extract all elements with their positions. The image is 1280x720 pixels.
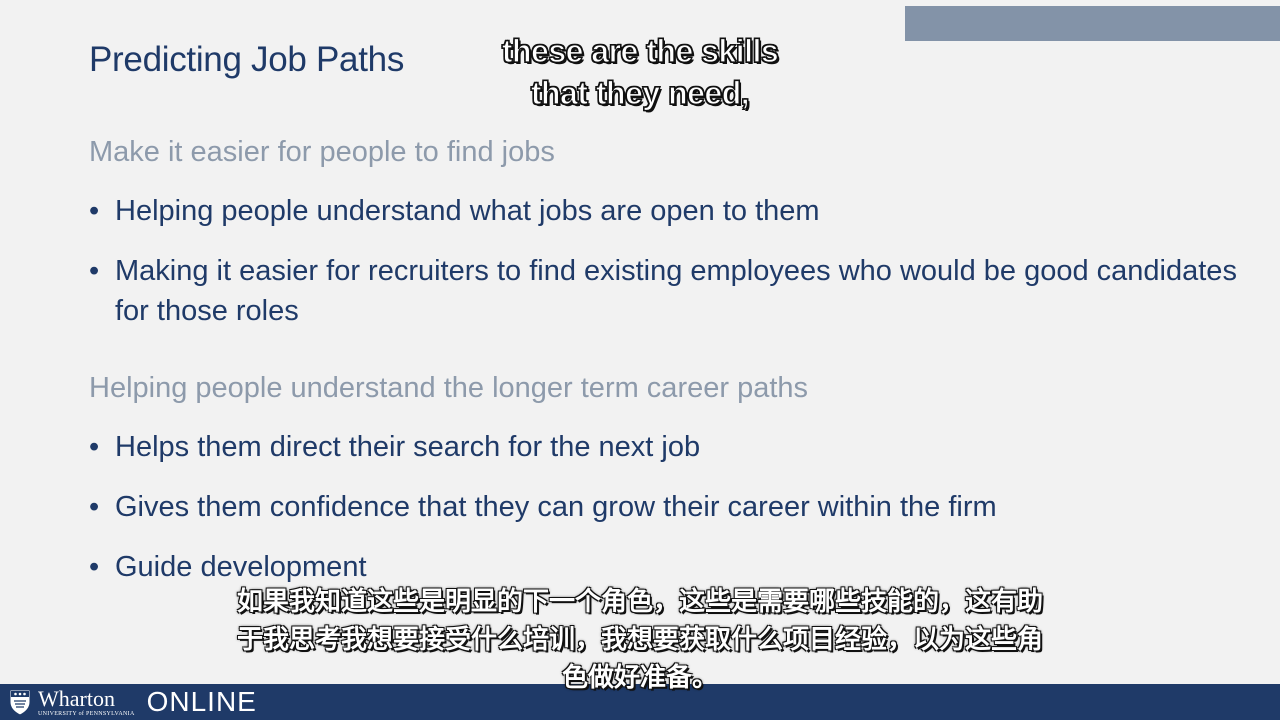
- wharton-online-logo: Wharton UNIVERSITY of PENNSYLVANIA ONLIN…: [8, 684, 257, 720]
- chinese-subtitle-line: 色做好准备。: [561, 662, 718, 692]
- bullet-text: Helping people understand what jobs are …: [115, 195, 820, 227]
- bullet-item: • Helps them direct their search for the…: [89, 427, 1239, 467]
- section-heading-find-jobs: Make it easier for people to find jobs: [89, 136, 555, 168]
- bullet-glyph: •: [89, 491, 100, 523]
- bullet-glyph: •: [89, 431, 100, 463]
- logo-subtext: UNIVERSITY of PENNSYLVANIA: [38, 710, 135, 717]
- chinese-subtitle: 如果我知道这些是明显的下一个角色，这些是需要哪些技能的，这有助 于我思考我想要接…: [190, 582, 1090, 696]
- logo-suffix: ONLINE: [146, 686, 257, 717]
- english-subtitle-line: these are the skills: [501, 32, 779, 69]
- bullet-item: • Guide development: [89, 547, 1239, 587]
- accent-bar: [905, 6, 1280, 41]
- english-subtitle: these are the skills that they need,: [400, 30, 880, 114]
- penn-shield-icon: [9, 689, 31, 716]
- bullet-text: Helps them direct their search for the n…: [115, 431, 701, 463]
- section-heading-career-paths: Helping people understand the longer ter…: [89, 372, 809, 404]
- bullet-glyph: •: [89, 255, 100, 287]
- bullet-text: Making it easier for recruiters to find …: [115, 255, 1237, 327]
- bullet-item: • Making it easier for recruiters to fin…: [89, 251, 1239, 331]
- chinese-subtitle-line: 如果我知道这些是明显的下一个角色，这些是需要哪些技能的，这有助: [236, 586, 1043, 616]
- bullet-glyph: •: [89, 195, 100, 227]
- chinese-subtitle-line: 于我思考我想要接受什么培训，我想要获取什么项目经验，以为这些角: [236, 624, 1043, 654]
- logo-name: Wharton: [38, 685, 115, 711]
- bullet-item: • Gives them confidence that they can gr…: [89, 487, 1239, 527]
- bullet-glyph: •: [89, 551, 100, 583]
- logo-wordmark: Wharton UNIVERSITY of PENNSYLVANIA: [38, 685, 135, 717]
- footer-bar: [0, 684, 1280, 720]
- english-subtitle-line: that they need,: [530, 74, 750, 111]
- bullet-item: • Helping people understand what jobs ar…: [89, 191, 1239, 231]
- bullet-text: Guide development: [115, 551, 367, 583]
- slide-title: Predicting Job Paths: [89, 40, 405, 79]
- bullet-text: Gives them confidence that they can grow…: [115, 491, 997, 523]
